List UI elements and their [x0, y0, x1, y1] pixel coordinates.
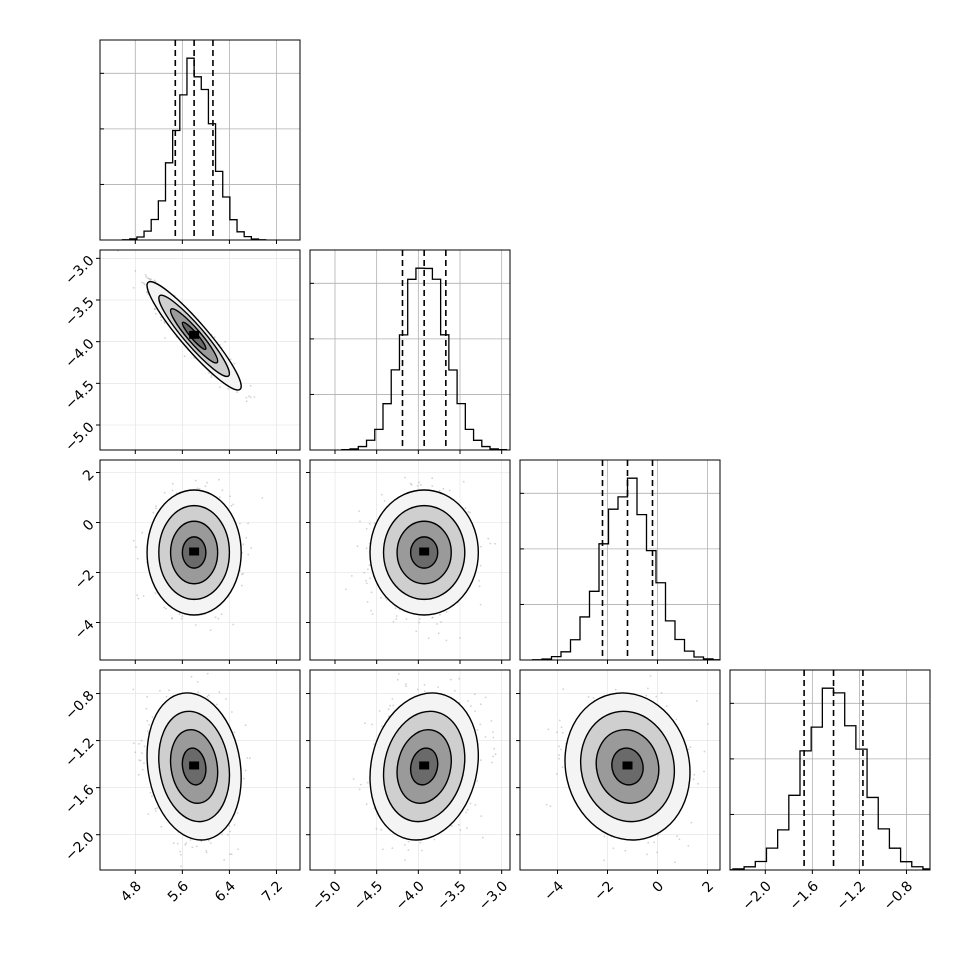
histogram-panel-2	[519, 459, 721, 664]
x-tick-label: 2	[699, 878, 717, 896]
axes-frame	[99, 39, 301, 241]
histogram-step-1	[341, 267, 508, 450]
x-tick-label: −2.0	[740, 878, 775, 913]
axes-frame	[99, 249, 301, 451]
y-tick-label: −4.0	[62, 336, 97, 371]
density-peak-2-1	[419, 547, 430, 556]
histogram-panel-1	[309, 249, 511, 454]
x-tick-label: 4.8	[118, 878, 145, 905]
axes-frame	[309, 459, 511, 661]
y-tick-label: 2	[80, 467, 98, 485]
axes-frame	[309, 249, 511, 451]
y-tick-label: −4.5	[62, 378, 97, 413]
y-tick-label: −1.6	[62, 782, 97, 817]
y-tick-label: −3.0	[62, 253, 97, 288]
axes-frame	[519, 669, 721, 871]
x-tick-label: −4.5	[351, 878, 386, 913]
histogram-panel-3: −2.0 −1.6 −1.2 −0.8	[729, 669, 931, 914]
x-tick-label: 5.6	[165, 878, 192, 905]
axes-frame	[309, 669, 511, 871]
x-tick-label: −3.5	[434, 878, 469, 913]
y-tick-label: −0.8	[62, 688, 97, 723]
density-peak-2-0	[189, 547, 200, 556]
axes-frame	[519, 459, 721, 661]
scatter-panel-1-0: −5.0 −4.5 −4.0 −3.5 −3.0	[62, 249, 301, 455]
x-tick-label: −0.8	[881, 878, 916, 913]
scatter-panel-2-0: −4 −2 0 2	[72, 459, 301, 664]
density-peak-3-0	[189, 761, 200, 770]
density-peak-1-0	[189, 330, 200, 339]
scatter-panel-2-1	[306, 459, 511, 664]
y-tick-label: −5.0	[62, 419, 97, 454]
x-tick-label: −4.0	[393, 878, 428, 913]
y-tick-label: −2	[72, 567, 98, 593]
scatter-panel-3-0: 4.8 5.6 6.4 7.2 −2.0 −1.6 −1.2 −0.8	[62, 669, 301, 905]
x-tick-label: −1.2	[834, 878, 869, 913]
scatter-panel-3-1: −5.0 −4.5 −4.0 −3.5 −3.0	[306, 669, 511, 914]
axes-frame	[99, 459, 301, 661]
x-tick-label: −2	[591, 878, 617, 904]
histogram-step-2	[531, 477, 720, 660]
y-tick-label: −4	[72, 617, 98, 643]
x-tick-label: −5.0	[309, 878, 344, 913]
y-tick-label: −1.2	[62, 735, 97, 770]
x-tick-label: −1.6	[787, 878, 822, 913]
x-tick-label: 0	[649, 878, 667, 896]
x-tick-label: 7.2	[259, 878, 286, 905]
density-peak-3-2	[622, 761, 633, 770]
x-tick-label: −3.0	[476, 878, 511, 913]
axes-frame	[99, 669, 301, 871]
x-tick-label: −4	[541, 878, 567, 904]
axes-frame	[729, 669, 931, 871]
histogram-panel-0	[99, 39, 301, 244]
x-tick-label: 6.4	[212, 878, 239, 905]
density-peak-3-1	[419, 761, 430, 770]
y-tick-label: −3.5	[62, 294, 97, 329]
histogram-step-0	[121, 57, 267, 240]
y-tick-label: 0	[80, 517, 98, 535]
scatter-panel-3-2: −4 −2 0 2	[516, 669, 721, 904]
y-tick-label: −2.0	[62, 829, 97, 864]
